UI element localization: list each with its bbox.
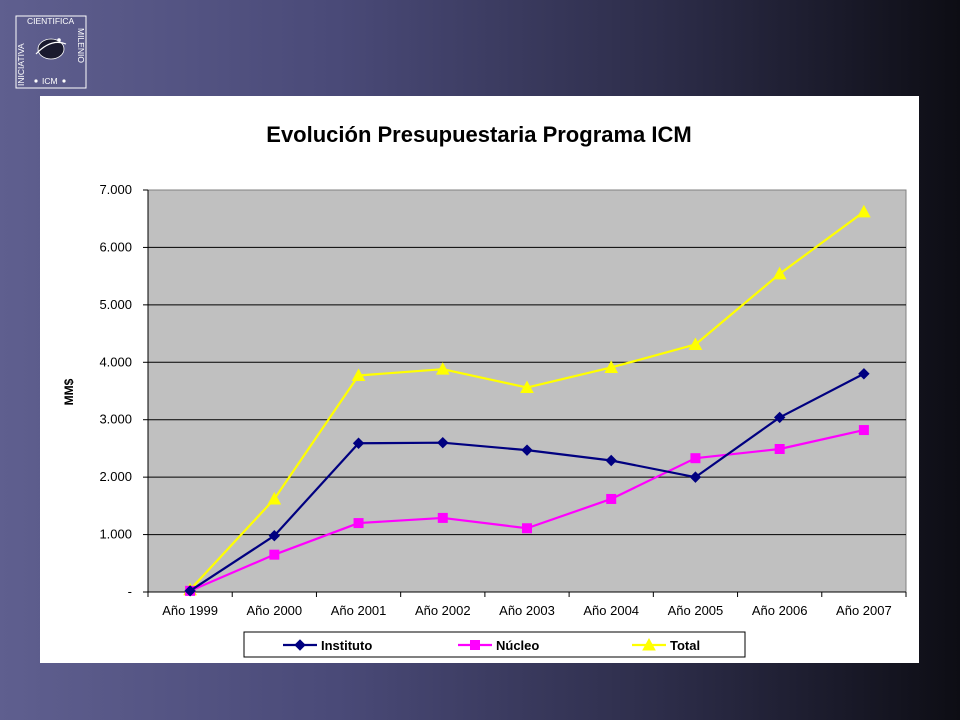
chart-title: Evolución Presupuestaria Programa ICM (266, 122, 691, 147)
legend-item-total: Total (632, 637, 700, 653)
logo-right-text: MILENIO (76, 28, 86, 63)
data-point-instituto (352, 437, 365, 449)
data-point-total (688, 337, 703, 350)
chart-svg: Evolución Presupuestaria Programa ICM - 1… (62, 122, 907, 658)
data-point-total (857, 204, 871, 218)
logo-bottom-left-dot (34, 79, 38, 83)
y-tick-label: 3.000 (99, 412, 132, 427)
logo-bottom-right-dot (62, 79, 66, 83)
x-tick-label: Año 2007 (836, 603, 892, 618)
data-point-instituto (521, 444, 533, 456)
data-point-instituto (858, 368, 870, 380)
legend-marker-ncleo (470, 640, 480, 650)
data-point-instituto (268, 530, 281, 542)
legend-label-total: Total (670, 638, 700, 653)
legend-marker-instituto (294, 639, 306, 651)
legend: Instituto Núcleo Total (243, 631, 746, 658)
x-tick-label: Año 2005 (668, 603, 724, 618)
data-point-instituto (437, 436, 449, 449)
series-lines (183, 204, 871, 597)
data-point-total (604, 360, 619, 373)
data-point-instituto (689, 471, 702, 483)
data-point-ncleo (437, 512, 448, 523)
logo-bottom-text: ICM (42, 76, 58, 86)
y-tick-label: - (128, 584, 132, 599)
legend-item-instituto: Instituto (283, 638, 372, 653)
y-tick-label: 7.000 (99, 182, 132, 197)
data-point-instituto (184, 585, 196, 597)
x-tick-label: Año 1999 (162, 603, 218, 618)
legend-label-instituto: Instituto (321, 638, 372, 653)
icm-logo: CIENTIFICA INICIATIVA MILENIO ICM (15, 15, 87, 89)
data-point-ncleo (606, 493, 617, 504)
y-tick-labels: - 1.000 2.000 3.000 4.000 5.000 6.000 7.000 (99, 182, 132, 599)
data-point-total (435, 362, 450, 375)
data-point-ncleo (269, 549, 280, 560)
data-point-total (520, 380, 534, 394)
logo-top-text: CIENTIFICA (27, 16, 75, 26)
logo-left-text: INICIATIVA (16, 43, 26, 86)
y-tick-label: 5.000 (99, 297, 132, 312)
y-axis-label: MM$ (62, 378, 76, 405)
legend-label-ncleo: Núcleo (496, 638, 539, 653)
logo-star-icon (57, 38, 61, 42)
x-tick-label: Año 2002 (415, 603, 471, 618)
x-tick-label: Año 2004 (583, 603, 639, 618)
grid-lines (143, 189, 906, 593)
data-point-instituto (773, 411, 786, 424)
x-tick-label: Año 2000 (246, 603, 302, 618)
data-point-ncleo (774, 444, 785, 455)
logo-orbit-icon (35, 41, 67, 55)
x-tick-labels: Año 1999 Año 2000 Año 2001 Año 2002 Año 2003… (147, 592, 907, 618)
chart-panel: Evolución Presupuestaria Programa ICM - 1… (40, 96, 919, 663)
legend-marker-total (642, 637, 656, 651)
y-tick-label: 1.000 (99, 527, 132, 542)
y-tick-label: 6.000 (99, 239, 132, 254)
legend-item-ncleo: Núcleo (458, 638, 539, 653)
y-tick-label: 4.000 (99, 354, 132, 369)
data-point-total (267, 491, 282, 505)
data-point-ncleo (353, 518, 364, 529)
series-instituto (184, 368, 870, 597)
y-tick-label: 2.000 (99, 469, 132, 484)
x-tick-label: Año 2003 (499, 603, 555, 618)
data-point-total (351, 368, 366, 381)
data-point-instituto (605, 454, 617, 467)
series-ncleo (185, 425, 869, 596)
data-point-ncleo (690, 453, 701, 464)
x-tick-label: Año 2006 (752, 603, 808, 618)
data-point-ncleo (858, 425, 869, 436)
x-tick-label: Año 2001 (331, 603, 387, 618)
logo-planet-icon (37, 38, 65, 60)
data-point-total (772, 266, 787, 280)
data-point-ncleo (522, 523, 532, 534)
